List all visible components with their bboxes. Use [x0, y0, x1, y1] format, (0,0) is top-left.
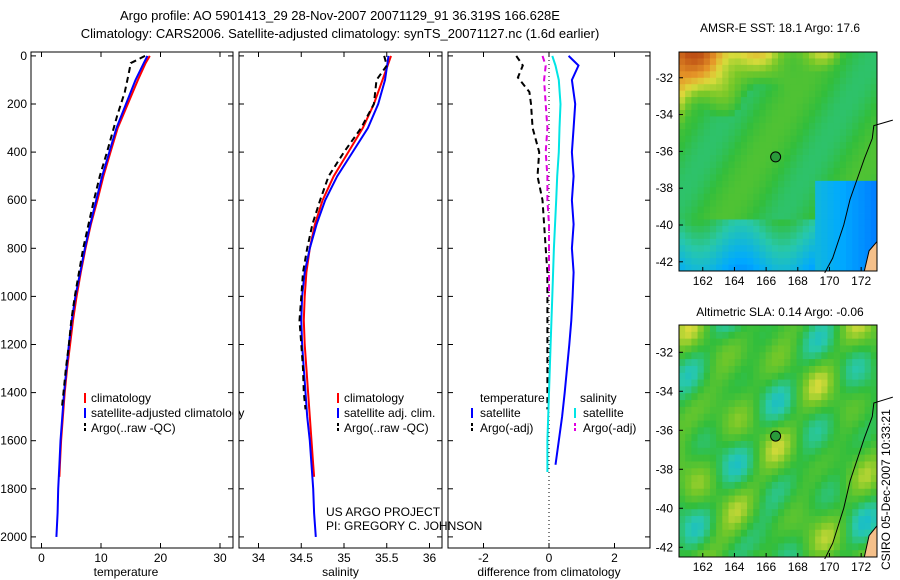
- x-tick-label: 172: [851, 560, 871, 574]
- series-argo-raw-qc-: [60, 55, 146, 410]
- x-tick-label: 2: [611, 551, 618, 565]
- y-tick-label: -38: [656, 462, 674, 476]
- legend-label: satellite adj. clim.: [344, 406, 435, 420]
- x-tick-label: -2: [478, 551, 489, 565]
- series-salinity-satellite: [546, 55, 562, 472]
- y-tick-label: -38: [656, 181, 674, 195]
- x-tick-label: 164: [724, 274, 744, 288]
- y-tick-label: -42: [656, 540, 674, 554]
- y-tick-label: 1200: [0, 338, 27, 352]
- profile-panel-temperature: 0 10 20 30 0 200 400 600 800 1000 1200 1400 1600 1800…: [0, 49, 234, 579]
- x-tick-label: 162: [693, 274, 713, 288]
- pi-label: PI: GREGORY C. JOHNSON: [326, 519, 483, 533]
- y-tick-label: -40: [656, 501, 674, 515]
- sst-map-title: AMSR-E SST: 18.1 Argo: 17.6: [699, 21, 861, 35]
- legend-label: Argo(-adj): [583, 421, 636, 435]
- legend-title-salinity: salinity: [580, 391, 617, 405]
- sst-map: 162 164 166 168 170 172 -32 -34 -36 -38 -40 -42: [656, 51, 893, 288]
- y-tick-label: 1400: [0, 386, 27, 400]
- x-tick-label: 168: [788, 560, 808, 574]
- legend-label: Argo(..raw -QC): [344, 421, 429, 435]
- legend-label: Argo(-adj): [480, 421, 533, 435]
- x-tick-label: 35.5: [375, 551, 399, 565]
- x-tick-label: 172: [851, 274, 871, 288]
- x-tick-label: 34: [252, 551, 266, 565]
- coast-line: [824, 396, 893, 560]
- project-label: US ARGO PROJECT: [326, 505, 441, 519]
- y-tick-label: 1600: [0, 434, 27, 448]
- y-tick-label: -40: [656, 218, 674, 232]
- argo-float-marker: [770, 430, 782, 442]
- legend-title-temperature: temperature: [480, 391, 545, 405]
- x-tick-label: 34.5: [290, 551, 314, 565]
- y-tick-label: -32: [656, 71, 674, 85]
- x-tick-label: 35: [337, 551, 351, 565]
- series-temperature-argo-adj-: [515, 55, 549, 410]
- legend-clip: [233, 400, 239, 430]
- y-tick-label: 200: [7, 97, 27, 111]
- argo-float-marker: [770, 151, 782, 163]
- series-satellite-adjusted-climatology: [55, 55, 149, 537]
- legend-label: Argo(..raw -QC): [91, 421, 176, 435]
- series-temperature-satellite: [554, 55, 580, 465]
- y-tick-label: 800: [7, 241, 27, 255]
- x-tick-label: 164: [724, 560, 744, 574]
- x-tick-label: 30: [213, 551, 227, 565]
- x-tick-label: 0: [38, 551, 45, 565]
- x-axis-label: difference from climatology: [477, 565, 620, 579]
- y-tick-label: -32: [656, 345, 674, 359]
- figure-title-line1: Argo profile: AO 5901413_29 28-Nov-2007 …: [120, 8, 560, 23]
- map-frame: [678, 324, 878, 558]
- legend-label: satellite: [583, 406, 624, 420]
- figure-title-line2: Climatology: CARS2006. Satellite-adjuste…: [80, 26, 600, 41]
- x-tick-label: 168: [788, 274, 808, 288]
- x-tick-label: 166: [756, 560, 776, 574]
- y-tick-label: -36: [656, 144, 674, 158]
- x-axis-label: temperature: [94, 565, 159, 579]
- sla-map: 162 164 166 168 170 172 -32 -34 -36 -38 -40 -42: [656, 324, 893, 574]
- map-frame: [678, 51, 878, 272]
- x-tick-label: 170: [819, 274, 839, 288]
- x-tick-label: 36: [423, 551, 437, 565]
- panel-frame: [30, 51, 234, 549]
- y-tick-label: -34: [656, 384, 674, 398]
- x-tick-label: 10: [94, 551, 108, 565]
- series-satellite-adj-clim-: [300, 55, 390, 537]
- y-tick-label: -42: [656, 255, 674, 269]
- x-tick-label: 0: [546, 551, 553, 565]
- x-tick-label: 170: [819, 560, 839, 574]
- x-tick-label: 166: [756, 274, 776, 288]
- coast-line: [824, 119, 893, 274]
- y-tick-label: -34: [656, 108, 674, 122]
- y-tick-label: 2000: [0, 530, 27, 544]
- y-tick-label: 600: [7, 193, 27, 207]
- y-tick-label: 1800: [0, 482, 27, 496]
- panel-frame: [238, 51, 443, 549]
- legend-label: climatology: [91, 391, 151, 405]
- legend-label: satellite: [480, 406, 521, 420]
- series-argo-raw-qc-: [298, 55, 388, 410]
- x-axis-label: salinity: [322, 565, 359, 579]
- profile-panel-salinity: 34 34.5 35 35.5 36 salinity: [238, 51, 443, 579]
- y-tick-label: 1000: [0, 289, 27, 303]
- y-tick-label: -36: [656, 423, 674, 437]
- y-tick-label: 400: [7, 145, 27, 159]
- legend-label: satellite-adjusted climatology: [91, 406, 244, 420]
- x-tick-label: 20: [154, 551, 168, 565]
- x-tick-label: 162: [693, 560, 713, 574]
- legend-label: climatology: [344, 391, 404, 405]
- y-tick-label: 0: [20, 49, 27, 63]
- sla-map-title: Altimetric SLA: 0.14 Argo: -0.06: [696, 305, 864, 319]
